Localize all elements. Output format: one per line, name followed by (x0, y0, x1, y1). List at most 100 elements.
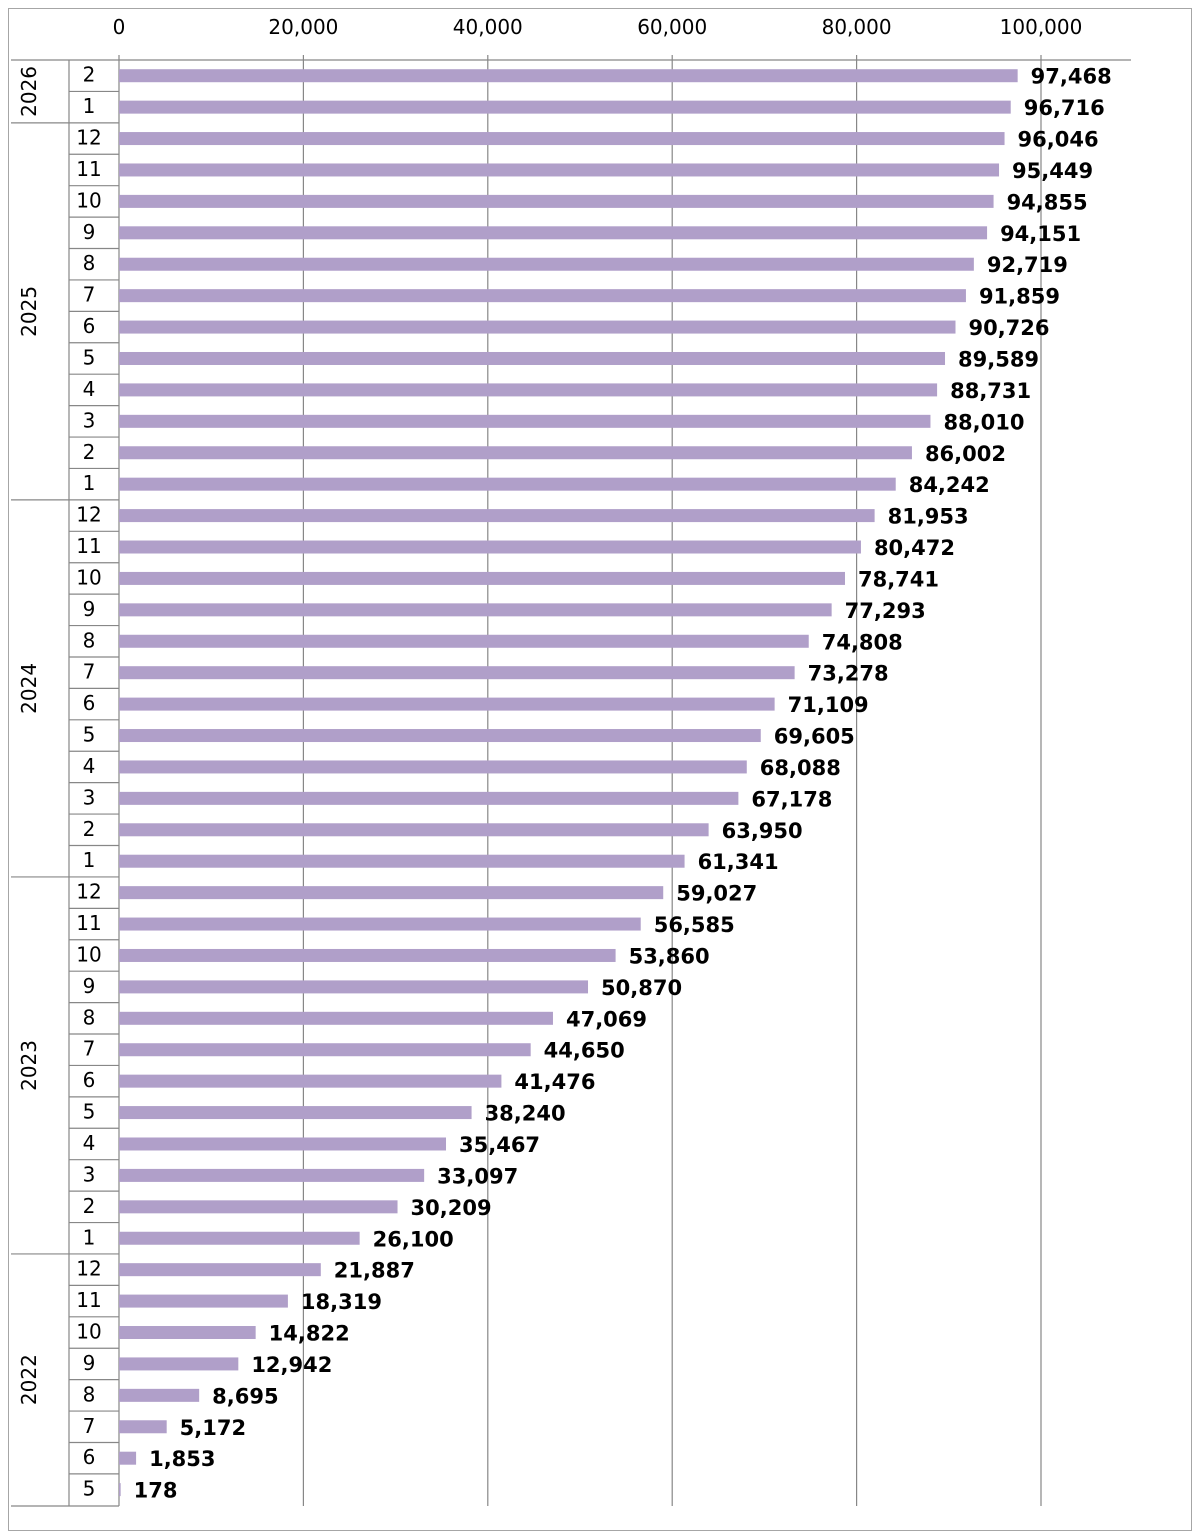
bar (119, 289, 966, 303)
data-label: 178 (134, 1479, 178, 1503)
month-label: 5 (83, 723, 96, 747)
month-label: 6 (83, 314, 96, 338)
data-label: 96,716 (1024, 96, 1105, 120)
month-label: 8 (83, 628, 96, 652)
data-label: 33,097 (437, 1164, 518, 1188)
month-label: 7 (83, 283, 96, 307)
data-label: 91,859 (979, 285, 1060, 309)
x-tick-label: 20,000 (268, 15, 338, 39)
data-label: 69,605 (774, 725, 855, 749)
month-label: 6 (83, 1068, 96, 1092)
data-label: 5,172 (180, 1416, 246, 1440)
data-label: 71,109 (788, 693, 869, 717)
month-label: 12 (76, 880, 101, 904)
month-label: 7 (83, 1414, 96, 1438)
data-label: 30,209 (411, 1196, 492, 1220)
month-label: 6 (83, 1445, 96, 1469)
month-label: 11 (76, 911, 101, 935)
chart-border (8, 8, 1192, 1531)
data-label: 56,585 (654, 913, 735, 937)
month-label: 4 (83, 377, 96, 401)
data-label: 84,242 (909, 473, 990, 497)
data-label: 80,472 (874, 536, 955, 560)
bar (119, 634, 809, 648)
data-label: 89,589 (958, 347, 1039, 371)
month-label: 2 (83, 1194, 96, 1218)
data-label: 77,293 (845, 599, 926, 623)
bar (119, 540, 861, 554)
month-label: 1 (83, 1225, 96, 1249)
data-label: 90,726 (968, 316, 1049, 340)
data-label: 97,468 (1031, 65, 1112, 89)
month-label: 6 (83, 691, 96, 715)
x-tick-label: 100,000 (1000, 15, 1083, 39)
bar (119, 194, 994, 208)
bar (119, 980, 589, 994)
bar (119, 1326, 256, 1340)
data-label: 94,855 (1007, 190, 1088, 214)
data-label: 61,341 (698, 850, 779, 874)
month-label: 10 (76, 1320, 101, 1344)
bar (119, 1200, 398, 1214)
bar (119, 383, 938, 397)
month-label: 10 (76, 565, 101, 589)
bar (119, 1137, 447, 1151)
bar (119, 1451, 137, 1465)
bar (119, 1388, 200, 1402)
x-tick-label: 80,000 (822, 15, 892, 39)
month-label: 2 (83, 63, 96, 87)
month-label: 8 (83, 251, 96, 275)
month-label: 12 (76, 126, 101, 150)
bar (119, 666, 795, 680)
data-label: 12,942 (251, 1353, 332, 1377)
month-label: 5 (83, 1100, 96, 1124)
bar (119, 446, 912, 460)
bar (119, 414, 931, 428)
bar (119, 571, 845, 585)
bar (119, 509, 875, 523)
bar (119, 257, 974, 271)
bar (119, 351, 946, 365)
month-label: 9 (83, 974, 96, 998)
month-label: 7 (83, 1037, 96, 1061)
data-label: 8,695 (212, 1384, 278, 1408)
data-label: 67,178 (751, 787, 832, 811)
bar (119, 69, 1018, 83)
month-label: 12 (76, 1257, 101, 1281)
bar (119, 1231, 360, 1245)
data-label: 94,151 (1000, 222, 1081, 246)
bar (119, 320, 956, 334)
bar (119, 1294, 288, 1308)
bar (119, 1420, 167, 1434)
bar (119, 697, 775, 711)
data-label: 92,719 (987, 253, 1068, 277)
month-label: 8 (83, 1005, 96, 1029)
month-label: 8 (83, 1382, 96, 1406)
bar (119, 1168, 425, 1182)
data-label: 53,860 (629, 944, 710, 968)
data-label: 78,741 (858, 567, 939, 591)
bar (119, 729, 761, 743)
bar (119, 854, 685, 868)
bar (119, 603, 832, 617)
data-label: 63,950 (722, 819, 803, 843)
year-label: 2025 (17, 286, 41, 337)
month-label: 1 (83, 471, 96, 495)
month-label: 1 (83, 848, 96, 872)
bar (119, 948, 616, 962)
year-label: 2023 (17, 1040, 41, 1091)
data-label: 88,731 (950, 379, 1031, 403)
month-label: 2 (83, 817, 96, 841)
data-label: 81,953 (888, 505, 969, 529)
data-label: 95,449 (1012, 159, 1093, 183)
bar (119, 1263, 321, 1277)
data-label: 73,278 (808, 662, 889, 686)
data-label: 18,319 (301, 1290, 382, 1314)
bar (119, 163, 1000, 177)
year-label: 2024 (17, 663, 41, 714)
data-label: 14,822 (269, 1322, 350, 1346)
month-label: 1 (83, 94, 96, 118)
month-label: 12 (76, 503, 101, 527)
